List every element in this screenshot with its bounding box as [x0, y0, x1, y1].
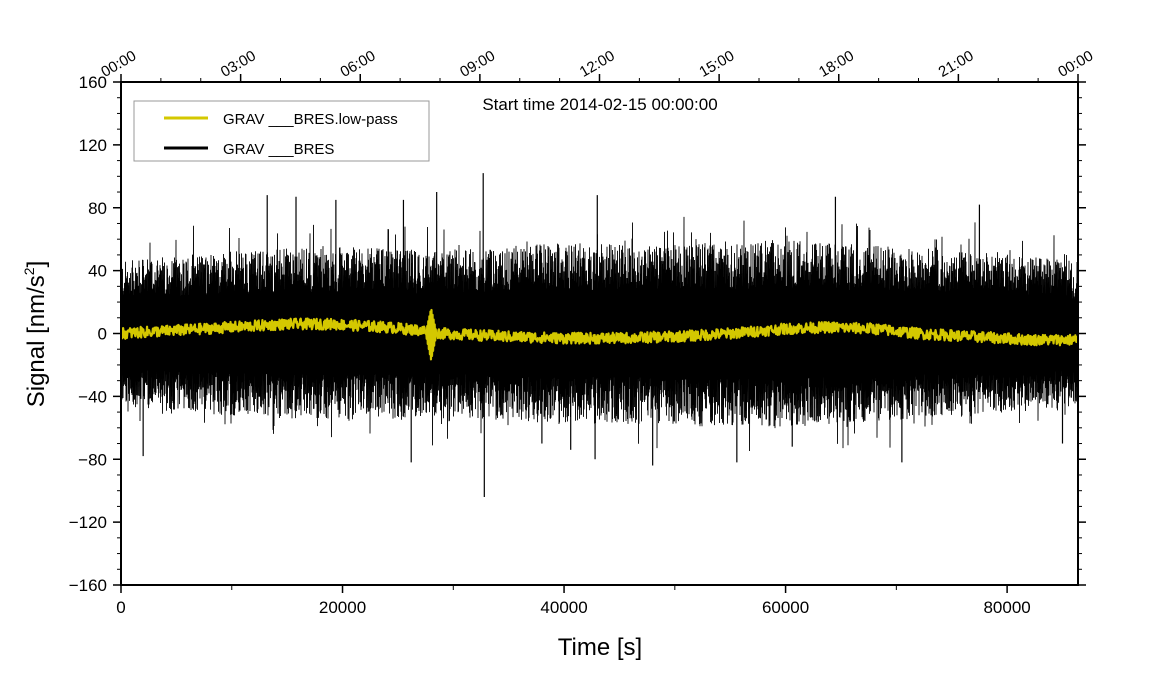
x-tick-label: 80000 — [983, 598, 1030, 617]
y-tick-label: 40 — [88, 262, 107, 281]
top-time-label: 00:00 — [1055, 47, 1096, 80]
top-time-label: 12:00 — [577, 47, 618, 80]
x-tick-label: 20000 — [319, 598, 366, 617]
legend-label-low-pass: GRAV ___BRES.low-pass — [223, 111, 398, 128]
series-low-pass-trace — [119, 308, 1080, 361]
y-tick-label: −120 — [69, 513, 107, 532]
top-time-label: 03:00 — [218, 47, 259, 80]
top-time-label: 06:00 — [337, 47, 378, 80]
legend-label-raw: GRAV ___BRES — [223, 141, 334, 158]
top-time-label: 15:00 — [696, 47, 737, 80]
y-tick-label: −160 — [69, 576, 107, 595]
top-time-label: 00:00 — [98, 47, 139, 80]
y-axis-label-main: Signal [nm/s — [23, 275, 50, 407]
x-tick-label: 40000 — [540, 598, 587, 617]
y-tick-label: −40 — [78, 387, 107, 406]
y-tick-label: 160 — [79, 73, 107, 92]
top-time-label: 09:00 — [457, 47, 498, 80]
x-tick-label: 60000 — [762, 598, 809, 617]
y-axis-label: Signal [nm/s2] — [21, 261, 50, 408]
chart-title: Start time 2014-02-15 00:00:00 — [482, 95, 717, 114]
x-tick-label: 0 — [116, 598, 125, 617]
y-tick-label: 0 — [98, 325, 107, 344]
y-tick-label: 120 — [79, 136, 107, 155]
y-tick-label: 80 — [88, 199, 107, 218]
legend: GRAV ___BRES.low-pass GRAV ___BRES — [133, 100, 430, 162]
y-tick-label: −80 — [78, 450, 107, 469]
y-axis-label-suffix: ] — [23, 261, 50, 268]
x-axis-label: Time [s] — [558, 634, 642, 661]
legend-box — [133, 100, 430, 162]
top-time-label: 18:00 — [816, 47, 857, 80]
top-time-label: 21:00 — [936, 47, 977, 80]
plot-series-layer — [119, 173, 1080, 497]
y-axis-label-superscript: 2 — [21, 267, 37, 275]
